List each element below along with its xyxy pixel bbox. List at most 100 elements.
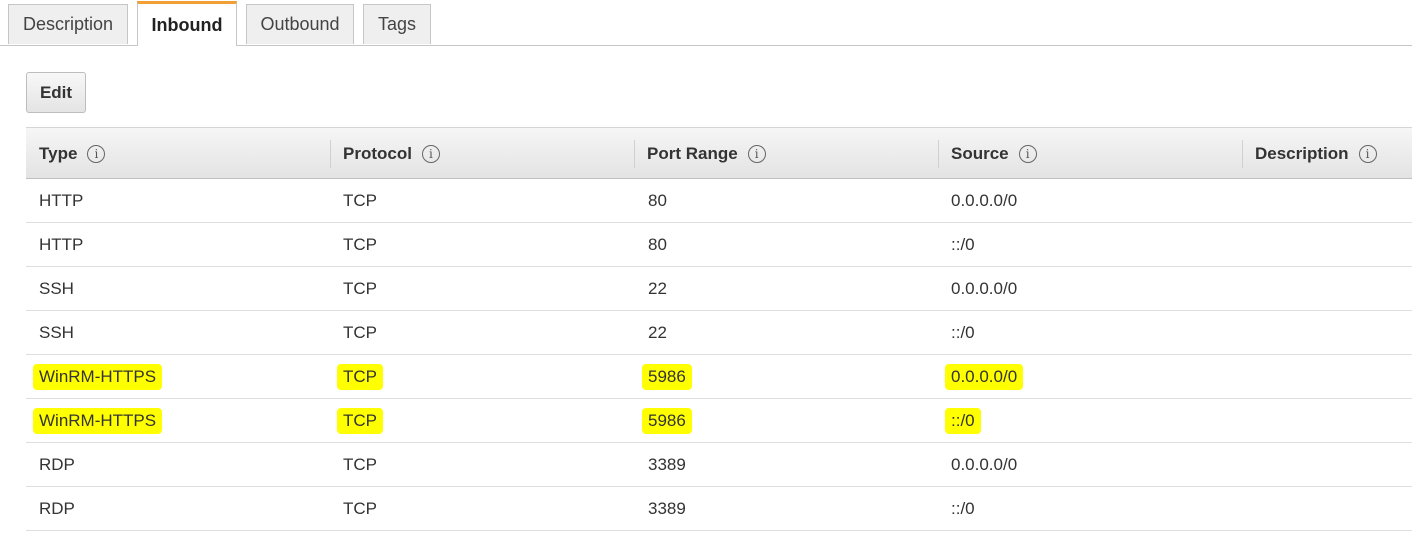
column-header-description-label: Description <box>1255 143 1349 163</box>
cell-protocol: TCP <box>337 399 383 442</box>
cell-type-value: HTTP <box>39 234 84 254</box>
cell-port-range-value: 3389 <box>648 454 686 474</box>
cell-type-value: WinRM-HTTPS <box>33 407 163 434</box>
info-icon[interactable]: i <box>1018 144 1037 163</box>
cell-port-range-value: 5986 <box>642 363 692 390</box>
info-icon[interactable]: i <box>421 144 440 163</box>
cell-port-range-value: 5986 <box>642 407 692 434</box>
column-header-type-label: Type <box>39 143 78 163</box>
cell-source: ::/0 <box>945 399 981 442</box>
cell-source: ::/0 <box>951 311 975 354</box>
cell-type-value: HTTP <box>39 190 84 210</box>
tab-inbound-label: Inbound <box>151 14 223 35</box>
table-row[interactable]: RDP TCP 3389::/0 <box>26 487 1412 531</box>
column-header-type[interactable]: Type i <box>39 128 106 179</box>
cell-type: RDP <box>39 443 75 486</box>
cell-source-value: ::/0 <box>951 498 975 518</box>
tab-inbound[interactable]: Inbound <box>137 1 237 46</box>
cell-source-value: 0.0.0.0/0 <box>951 278 1018 298</box>
cell-port-range: 80 <box>648 179 667 222</box>
cell-port-range: 80 <box>648 223 667 266</box>
table-row[interactable]: SSH TCP 22 0.0.0.0/0 <box>26 267 1412 311</box>
cell-port-range: 22 <box>648 267 667 310</box>
cell-port-range: 5986 <box>642 355 692 398</box>
cell-source-value: 0.0.0.0/0 <box>951 190 1018 210</box>
cell-type: WinRM-HTTPS <box>33 355 163 398</box>
cell-protocol: TCP <box>343 267 377 310</box>
cell-protocol-value: TCP <box>343 454 377 474</box>
cell-source: 0.0.0.0/0 <box>951 179 1017 222</box>
tab-description[interactable]: Description <box>8 4 128 44</box>
cell-source: ::/0 <box>951 487 975 530</box>
column-header-port-range-label: Port Range <box>647 143 738 163</box>
table-row[interactable]: HTTP TCP 80::/0 <box>26 223 1412 267</box>
cell-protocol-value: TCP <box>337 407 383 434</box>
table-header: Type i Protocol i Port Range i Source i … <box>26 127 1412 179</box>
cell-source-value: 0.0.0.0/0 <box>945 363 1024 390</box>
cell-source: 0.0.0.0/0 <box>951 267 1017 310</box>
cell-port-range-value: 22 <box>648 322 667 342</box>
cell-port-range: 3389 <box>648 487 686 530</box>
info-icon[interactable]: i <box>747 144 766 163</box>
cell-source: 0.0.0.0/0 <box>951 443 1017 486</box>
cell-type: HTTP <box>39 223 83 266</box>
cell-type-value: RDP <box>39 454 75 474</box>
cell-type: SSH <box>39 267 74 310</box>
column-header-port-range[interactable]: Port Range i <box>647 128 766 179</box>
cell-type: HTTP <box>39 179 83 222</box>
table-body: HTTP TCP 80 0.0.0.0/0 HTTP TCP 80::/0 SSH TCP 22 0… <box>26 179 1412 531</box>
cell-source: ::/0 <box>951 223 975 266</box>
info-icon[interactable]: i <box>87 144 106 163</box>
cell-source: 0.0.0.0/0 <box>945 355 1024 398</box>
column-header-description[interactable]: Description i <box>1255 128 1377 179</box>
column-header-source[interactable]: Source i <box>951 128 1037 179</box>
tab-tags-label: Tags <box>377 14 417 34</box>
cell-protocol: TCP <box>343 223 377 266</box>
tab-description-label: Description <box>22 14 114 34</box>
table-row[interactable]: WinRM-HTTPS TCP 5986 0.0.0.0/0 <box>26 355 1412 399</box>
cell-port-range-value: 80 <box>648 190 667 210</box>
cell-port-range-value: 80 <box>648 234 667 254</box>
cell-type: WinRM-HTTPS <box>33 399 163 442</box>
cell-type-value: SSH <box>39 278 74 298</box>
tab-outbound-label: Outbound <box>260 14 340 34</box>
cell-protocol-value: TCP <box>337 363 383 390</box>
tab-tags[interactable]: Tags <box>363 4 431 44</box>
inbound-rules-table: Type i Protocol i Port Range i Source i … <box>26 127 1412 531</box>
column-header-source-label: Source <box>951 143 1009 163</box>
cell-protocol: TCP <box>343 179 377 222</box>
cell-port-range: 5986 <box>642 399 692 442</box>
cell-source-value: ::/0 <box>951 234 975 254</box>
cell-protocol-value: TCP <box>343 278 377 298</box>
cell-protocol-value: TCP <box>343 498 377 518</box>
info-icon[interactable]: i <box>1358 144 1377 163</box>
table-row[interactable]: SSH TCP 22::/0 <box>26 311 1412 355</box>
cell-protocol: TCP <box>343 487 377 530</box>
cell-port-range-value: 22 <box>648 278 667 298</box>
column-divider[interactable] <box>1242 140 1243 168</box>
table-row[interactable]: HTTP TCP 80 0.0.0.0/0 <box>26 179 1412 223</box>
cell-source-value: ::/0 <box>945 407 981 434</box>
column-divider[interactable] <box>938 140 939 168</box>
column-divider[interactable] <box>330 140 331 168</box>
cell-protocol: TCP <box>337 355 383 398</box>
table-row[interactable]: RDP TCP 3389 0.0.0.0/0 <box>26 443 1412 487</box>
cell-type-value: SSH <box>39 322 74 342</box>
cell-port-range: 3389 <box>648 443 686 486</box>
cell-port-range-value: 3389 <box>648 498 686 518</box>
edit-button[interactable]: Edit <box>26 72 86 113</box>
cell-source-value: 0.0.0.0/0 <box>951 454 1018 474</box>
tab-bar: Description Inbound Outbound Tags <box>0 0 1412 46</box>
tab-outbound[interactable]: Outbound <box>246 4 354 44</box>
cell-protocol: TCP <box>343 311 377 354</box>
cell-protocol-value: TCP <box>343 322 377 342</box>
cell-protocol: TCP <box>343 443 377 486</box>
column-header-protocol[interactable]: Protocol i <box>343 128 440 179</box>
column-divider[interactable] <box>634 140 635 168</box>
cell-source-value: ::/0 <box>951 322 975 342</box>
cell-protocol-value: TCP <box>343 190 377 210</box>
cell-type: RDP <box>39 487 75 530</box>
cell-port-range: 22 <box>648 311 667 354</box>
table-row[interactable]: WinRM-HTTPS TCP 5986::/0 <box>26 399 1412 443</box>
column-header-protocol-label: Protocol <box>343 143 412 163</box>
